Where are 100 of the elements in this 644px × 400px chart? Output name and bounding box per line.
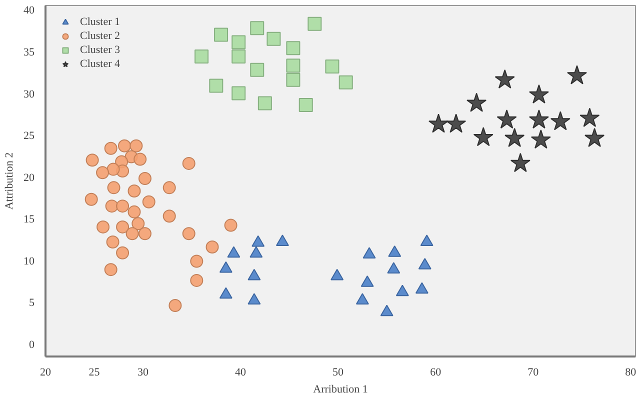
point xyxy=(356,293,369,304)
point xyxy=(510,152,530,172)
x-tick-label: 20 xyxy=(40,366,52,378)
point xyxy=(227,246,240,258)
point xyxy=(105,200,118,213)
point xyxy=(550,111,570,130)
point xyxy=(138,172,152,185)
point xyxy=(126,227,139,240)
point xyxy=(418,258,432,270)
y-tick-label: 10 xyxy=(24,255,35,268)
point xyxy=(168,299,182,312)
point xyxy=(107,181,120,194)
x-tick-label: 70 xyxy=(528,366,540,378)
point xyxy=(580,108,600,127)
x-tick-label: 80 xyxy=(625,366,637,378)
y-axis-title: Attribution 2 xyxy=(4,152,16,210)
point xyxy=(494,69,515,88)
point xyxy=(162,210,176,223)
point xyxy=(84,192,98,206)
point xyxy=(286,41,300,56)
point xyxy=(128,184,141,198)
point xyxy=(530,130,551,149)
point xyxy=(360,276,374,287)
point xyxy=(232,35,246,50)
point xyxy=(182,227,196,240)
legend-label: Cluster 3 xyxy=(80,43,120,57)
legend-label: Cluster 2 xyxy=(80,29,120,43)
point xyxy=(128,205,141,218)
point xyxy=(276,234,289,246)
point xyxy=(214,28,228,42)
point xyxy=(130,139,143,152)
point xyxy=(258,96,272,110)
point xyxy=(298,98,313,112)
point xyxy=(104,263,118,276)
point xyxy=(134,152,147,166)
point xyxy=(466,92,487,112)
x-tick-label: 60 xyxy=(430,366,442,378)
legend-label: Cluster 4 xyxy=(80,57,120,71)
point xyxy=(116,220,130,234)
point xyxy=(116,200,130,213)
point xyxy=(248,268,261,280)
point xyxy=(380,304,394,316)
y-tick-label: 40 xyxy=(24,4,35,17)
x-tick-label: 40 xyxy=(235,366,247,378)
point xyxy=(566,65,587,84)
y-tick-label: 30 xyxy=(24,88,35,100)
y-tick-label: 0 xyxy=(29,338,35,351)
point xyxy=(362,247,376,259)
point xyxy=(387,262,400,274)
point xyxy=(248,293,261,304)
point xyxy=(132,217,145,230)
point xyxy=(182,156,196,170)
point xyxy=(496,109,517,129)
point xyxy=(219,287,232,299)
point xyxy=(232,49,246,64)
point xyxy=(224,218,238,232)
point xyxy=(266,32,281,46)
point xyxy=(232,86,246,100)
point xyxy=(338,75,353,90)
point xyxy=(219,261,232,273)
point xyxy=(420,234,434,246)
point xyxy=(325,60,340,74)
point xyxy=(138,227,152,240)
x-axis-title: Arribution 1 xyxy=(313,384,368,396)
point xyxy=(162,181,176,194)
point xyxy=(584,128,605,147)
point xyxy=(250,246,263,258)
point xyxy=(142,195,156,208)
point xyxy=(209,78,224,93)
point xyxy=(415,282,428,294)
point xyxy=(190,254,204,268)
y-tick-label: 5 xyxy=(29,297,35,310)
x-tick-label: 30 xyxy=(138,366,150,378)
point xyxy=(396,284,409,296)
point xyxy=(86,154,99,167)
point xyxy=(96,166,110,180)
point xyxy=(118,139,131,152)
point xyxy=(104,142,118,155)
point xyxy=(388,245,402,257)
point xyxy=(96,220,110,234)
point xyxy=(250,62,264,77)
point xyxy=(106,236,120,248)
point xyxy=(194,49,209,64)
point xyxy=(528,109,549,129)
point xyxy=(446,114,466,133)
x-tick-label: 50 xyxy=(332,366,344,378)
y-tick-label: 25 xyxy=(24,130,35,142)
y-tick-label: 20 xyxy=(24,172,35,184)
point xyxy=(330,268,344,280)
point xyxy=(286,58,300,73)
x-tick-label: 25 xyxy=(88,366,100,378)
point xyxy=(252,235,265,247)
legend-label: Cluster 1 xyxy=(80,15,120,29)
point xyxy=(428,114,449,133)
y-tick-label: 35 xyxy=(24,46,35,58)
point xyxy=(504,128,525,147)
point xyxy=(308,16,322,31)
point xyxy=(286,72,300,87)
point xyxy=(473,127,494,146)
point xyxy=(190,274,204,287)
